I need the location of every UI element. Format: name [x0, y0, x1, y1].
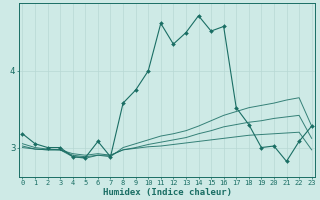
X-axis label: Humidex (Indice chaleur): Humidex (Indice chaleur) [103, 188, 232, 197]
